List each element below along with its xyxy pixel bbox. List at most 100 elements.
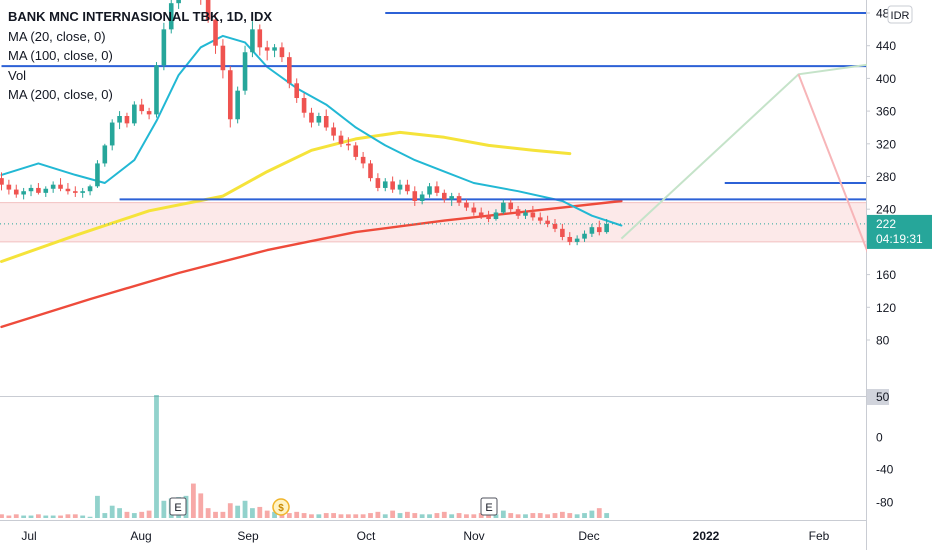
- candle-body: [242, 52, 248, 91]
- volume-bar: [486, 513, 491, 518]
- candle: [442, 189, 447, 203]
- volume-bar: [582, 513, 587, 518]
- volume-bar: [205, 508, 211, 518]
- volume-bar: [449, 514, 455, 518]
- volume-bar: [65, 514, 71, 518]
- earnings-event-marker-box[interactable]: [169, 497, 187, 516]
- candle-body: [405, 184, 410, 192]
- candle: [213, 13, 218, 54]
- candle: [353, 142, 359, 161]
- candle-body: [375, 178, 381, 188]
- candles: [0, 0, 609, 246]
- candle: [464, 199, 469, 211]
- earnings-event-marker[interactable]: E: [169, 497, 187, 516]
- currency-badge-box[interactable]: [887, 5, 913, 24]
- volume-bar: [139, 511, 145, 518]
- candle-body: [301, 98, 307, 113]
- candle: [309, 107, 314, 128]
- volume-bar: [434, 513, 440, 518]
- volume-bar: [405, 511, 410, 518]
- candle: [530, 205, 536, 221]
- price-tick-label: 80: [876, 334, 890, 348]
- volume-bar: [50, 515, 56, 518]
- volume-tick-label: -80: [876, 496, 894, 510]
- candle-body: [87, 186, 93, 192]
- volume-bar: [242, 500, 248, 518]
- legend-vol[interactable]: Vol: [8, 67, 27, 83]
- volume-bar: [58, 515, 63, 518]
- candle: [21, 187, 26, 200]
- volume-bar: [301, 513, 307, 518]
- volume-bar: [574, 514, 580, 518]
- volume-bar: [390, 510, 396, 518]
- candle-body: [323, 116, 329, 128]
- candle: [154, 62, 159, 118]
- candle-body: [316, 116, 322, 123]
- legend-ma200[interactable]: MA (200, close, 0): [8, 87, 113, 102]
- candle-body: [471, 207, 477, 213]
- volume-bar: [264, 510, 270, 518]
- candle: [390, 176, 395, 193]
- candle-body: [65, 188, 71, 192]
- volume-bar: [456, 513, 462, 518]
- candle: [545, 215, 550, 228]
- candle-body: [397, 184, 403, 190]
- volume-bar: [109, 505, 115, 518]
- candle-body: [368, 163, 373, 179]
- ma100-line: [0, 130, 572, 263]
- candle: [478, 207, 484, 220]
- volume-bar: [441, 511, 447, 518]
- candle-body: [95, 163, 100, 187]
- candle-body: [146, 111, 152, 115]
- volume-bar: [6, 515, 12, 518]
- candle-body: [582, 233, 587, 239]
- candle: [589, 223, 595, 237]
- candle: [287, 52, 292, 89]
- symbol-title[interactable]: BANK MNC INTERNASIONAL TBK, 1D, IDX: [8, 9, 273, 24]
- legend-ma20[interactable]: MA (20, close, 0): [8, 28, 106, 44]
- candle: [427, 183, 432, 198]
- volume-bar: [427, 514, 432, 518]
- candle: [0, 172, 4, 191]
- volume-bar: [72, 514, 78, 518]
- candle-body: [257, 29, 263, 48]
- candle: [264, 40, 270, 61]
- legend-ma100[interactable]: MA (100, close, 0): [8, 48, 113, 63]
- candle-body: [205, 0, 211, 20]
- volume-bar: [286, 513, 292, 518]
- candle: [43, 186, 49, 197]
- volume-bar: [412, 513, 418, 518]
- volume-tick-label: -40: [876, 463, 894, 477]
- volume-bar: [250, 508, 255, 518]
- candle-body: [604, 223, 609, 233]
- candle-body: [213, 19, 218, 46]
- candle-body: [331, 127, 336, 136]
- last-price-text: 222: [876, 217, 896, 231]
- candle-body: [464, 202, 469, 208]
- earnings-event-marker-text: E: [174, 502, 181, 514]
- chart-legend: BANK MNC INTERNASIONAL TBK, 1D, IDX MA (…: [8, 7, 272, 105]
- candle: [146, 107, 152, 120]
- price-tick-label: 120: [876, 301, 896, 315]
- candle-body: [596, 227, 602, 233]
- currency-badge[interactable]: IDR: [887, 5, 913, 24]
- candle-body: [442, 192, 447, 200]
- time-tick-label: Sep: [237, 529, 259, 543]
- candle-body: [0, 178, 4, 185]
- volume-bars: [0, 395, 610, 518]
- candle-body: [567, 236, 573, 242]
- dividend-marker-circle[interactable]: [272, 498, 290, 516]
- dividend-event-marker[interactable]: $: [272, 498, 290, 516]
- volume-bar: [227, 503, 233, 518]
- volume-bar: [220, 511, 226, 518]
- candle-body: [427, 186, 432, 195]
- earnings-event-marker-box[interactable]: [480, 497, 498, 516]
- time-tick-label: Jul: [21, 529, 36, 543]
- earnings-event-marker[interactable]: E: [480, 497, 498, 516]
- candle-body: [456, 196, 462, 203]
- candle-body: [353, 145, 359, 157]
- volume-bar: [235, 505, 241, 518]
